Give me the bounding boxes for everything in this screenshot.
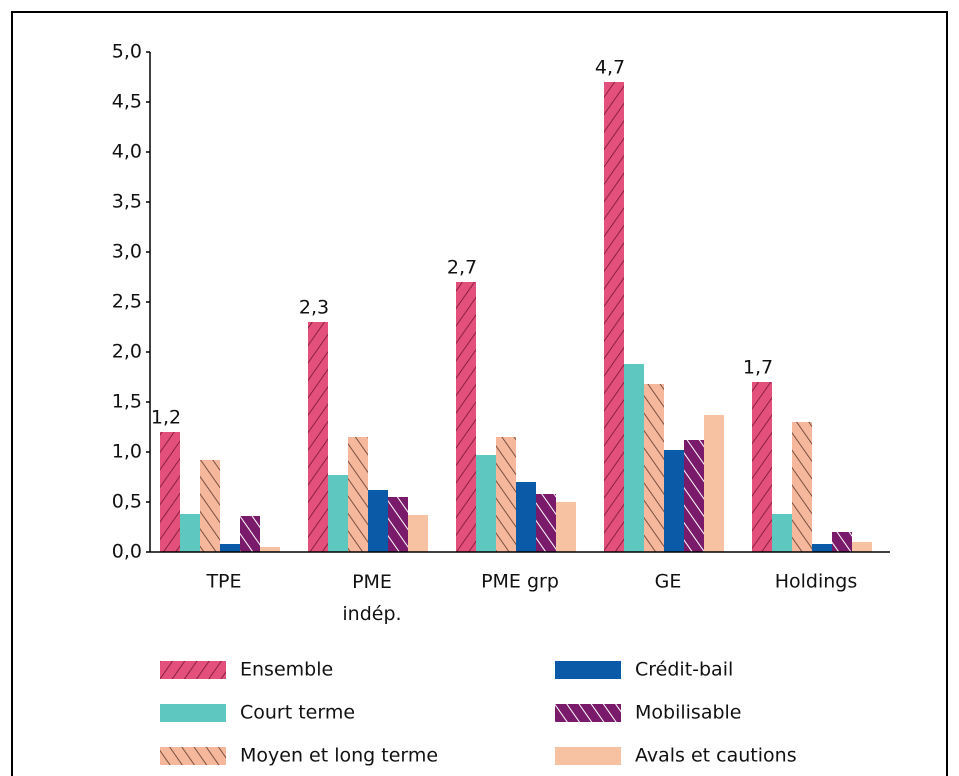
bar xyxy=(644,384,664,552)
frame xyxy=(11,11,948,776)
bar xyxy=(308,322,328,552)
bar xyxy=(220,544,240,552)
legend-label: Avals et cautions xyxy=(635,745,797,767)
legend-label: Mobilisable xyxy=(635,702,742,724)
bar xyxy=(536,494,556,552)
legend-label: Crédit-bail xyxy=(635,659,733,681)
bar xyxy=(368,490,388,552)
legend-swatch xyxy=(160,747,226,765)
bar xyxy=(752,382,772,552)
bar xyxy=(772,514,792,552)
legend-swatch xyxy=(555,747,621,765)
bar xyxy=(200,460,220,552)
y-tick-label: 4,5 xyxy=(112,91,142,113)
legend-swatch xyxy=(160,661,226,679)
bar xyxy=(476,455,496,552)
value-label: 1,2 xyxy=(151,407,181,429)
legend-label: Ensemble xyxy=(240,659,333,681)
x-tick-label: PME grp xyxy=(481,571,559,593)
bar xyxy=(604,82,624,552)
bar xyxy=(240,516,260,552)
bar xyxy=(556,502,576,552)
bar xyxy=(160,432,180,552)
y-tick-label: 3,0 xyxy=(112,241,142,263)
value-label: 1,7 xyxy=(743,357,773,379)
bar xyxy=(496,437,516,552)
legend-swatch xyxy=(160,704,226,722)
bar xyxy=(684,440,704,552)
legend-swatch xyxy=(555,661,621,679)
value-label: 4,7 xyxy=(595,57,625,79)
x-tick-label: Holdings xyxy=(775,571,858,593)
y-tick-label: 0,5 xyxy=(112,491,142,513)
y-tick-label: 4,0 xyxy=(112,141,142,163)
bar xyxy=(516,482,536,552)
y-tick-label: 5,0 xyxy=(112,41,142,63)
bar xyxy=(704,415,724,552)
y-tick-label: 1,5 xyxy=(112,391,142,413)
value-label: 2,3 xyxy=(299,297,329,319)
bar xyxy=(388,497,408,552)
x-tick-label: TPE xyxy=(205,571,241,593)
y-tick-label: 0,0 xyxy=(112,541,142,563)
value-label: 2,7 xyxy=(447,257,477,279)
y-tick-label: 2,0 xyxy=(112,341,142,363)
y-tick-label: 3,5 xyxy=(112,191,142,213)
bar xyxy=(456,282,476,552)
x-tick-label: PME indép. xyxy=(342,571,401,625)
bar xyxy=(180,514,200,552)
bar xyxy=(664,450,684,552)
y-tick-label: 2,5 xyxy=(112,291,142,313)
bar xyxy=(812,544,832,552)
legend-label: Court terme xyxy=(240,702,355,724)
bar xyxy=(852,542,872,552)
bar xyxy=(328,475,348,552)
bar xyxy=(408,515,428,552)
bar xyxy=(832,532,852,552)
bar xyxy=(348,437,368,552)
legend-swatch xyxy=(555,704,621,722)
bar xyxy=(624,364,644,552)
x-tick-label: GE xyxy=(655,571,682,593)
bar xyxy=(260,547,280,552)
y-tick-label: 1,0 xyxy=(112,441,142,463)
bar xyxy=(792,422,812,552)
legend-label: Moyen et long terme xyxy=(240,745,438,767)
